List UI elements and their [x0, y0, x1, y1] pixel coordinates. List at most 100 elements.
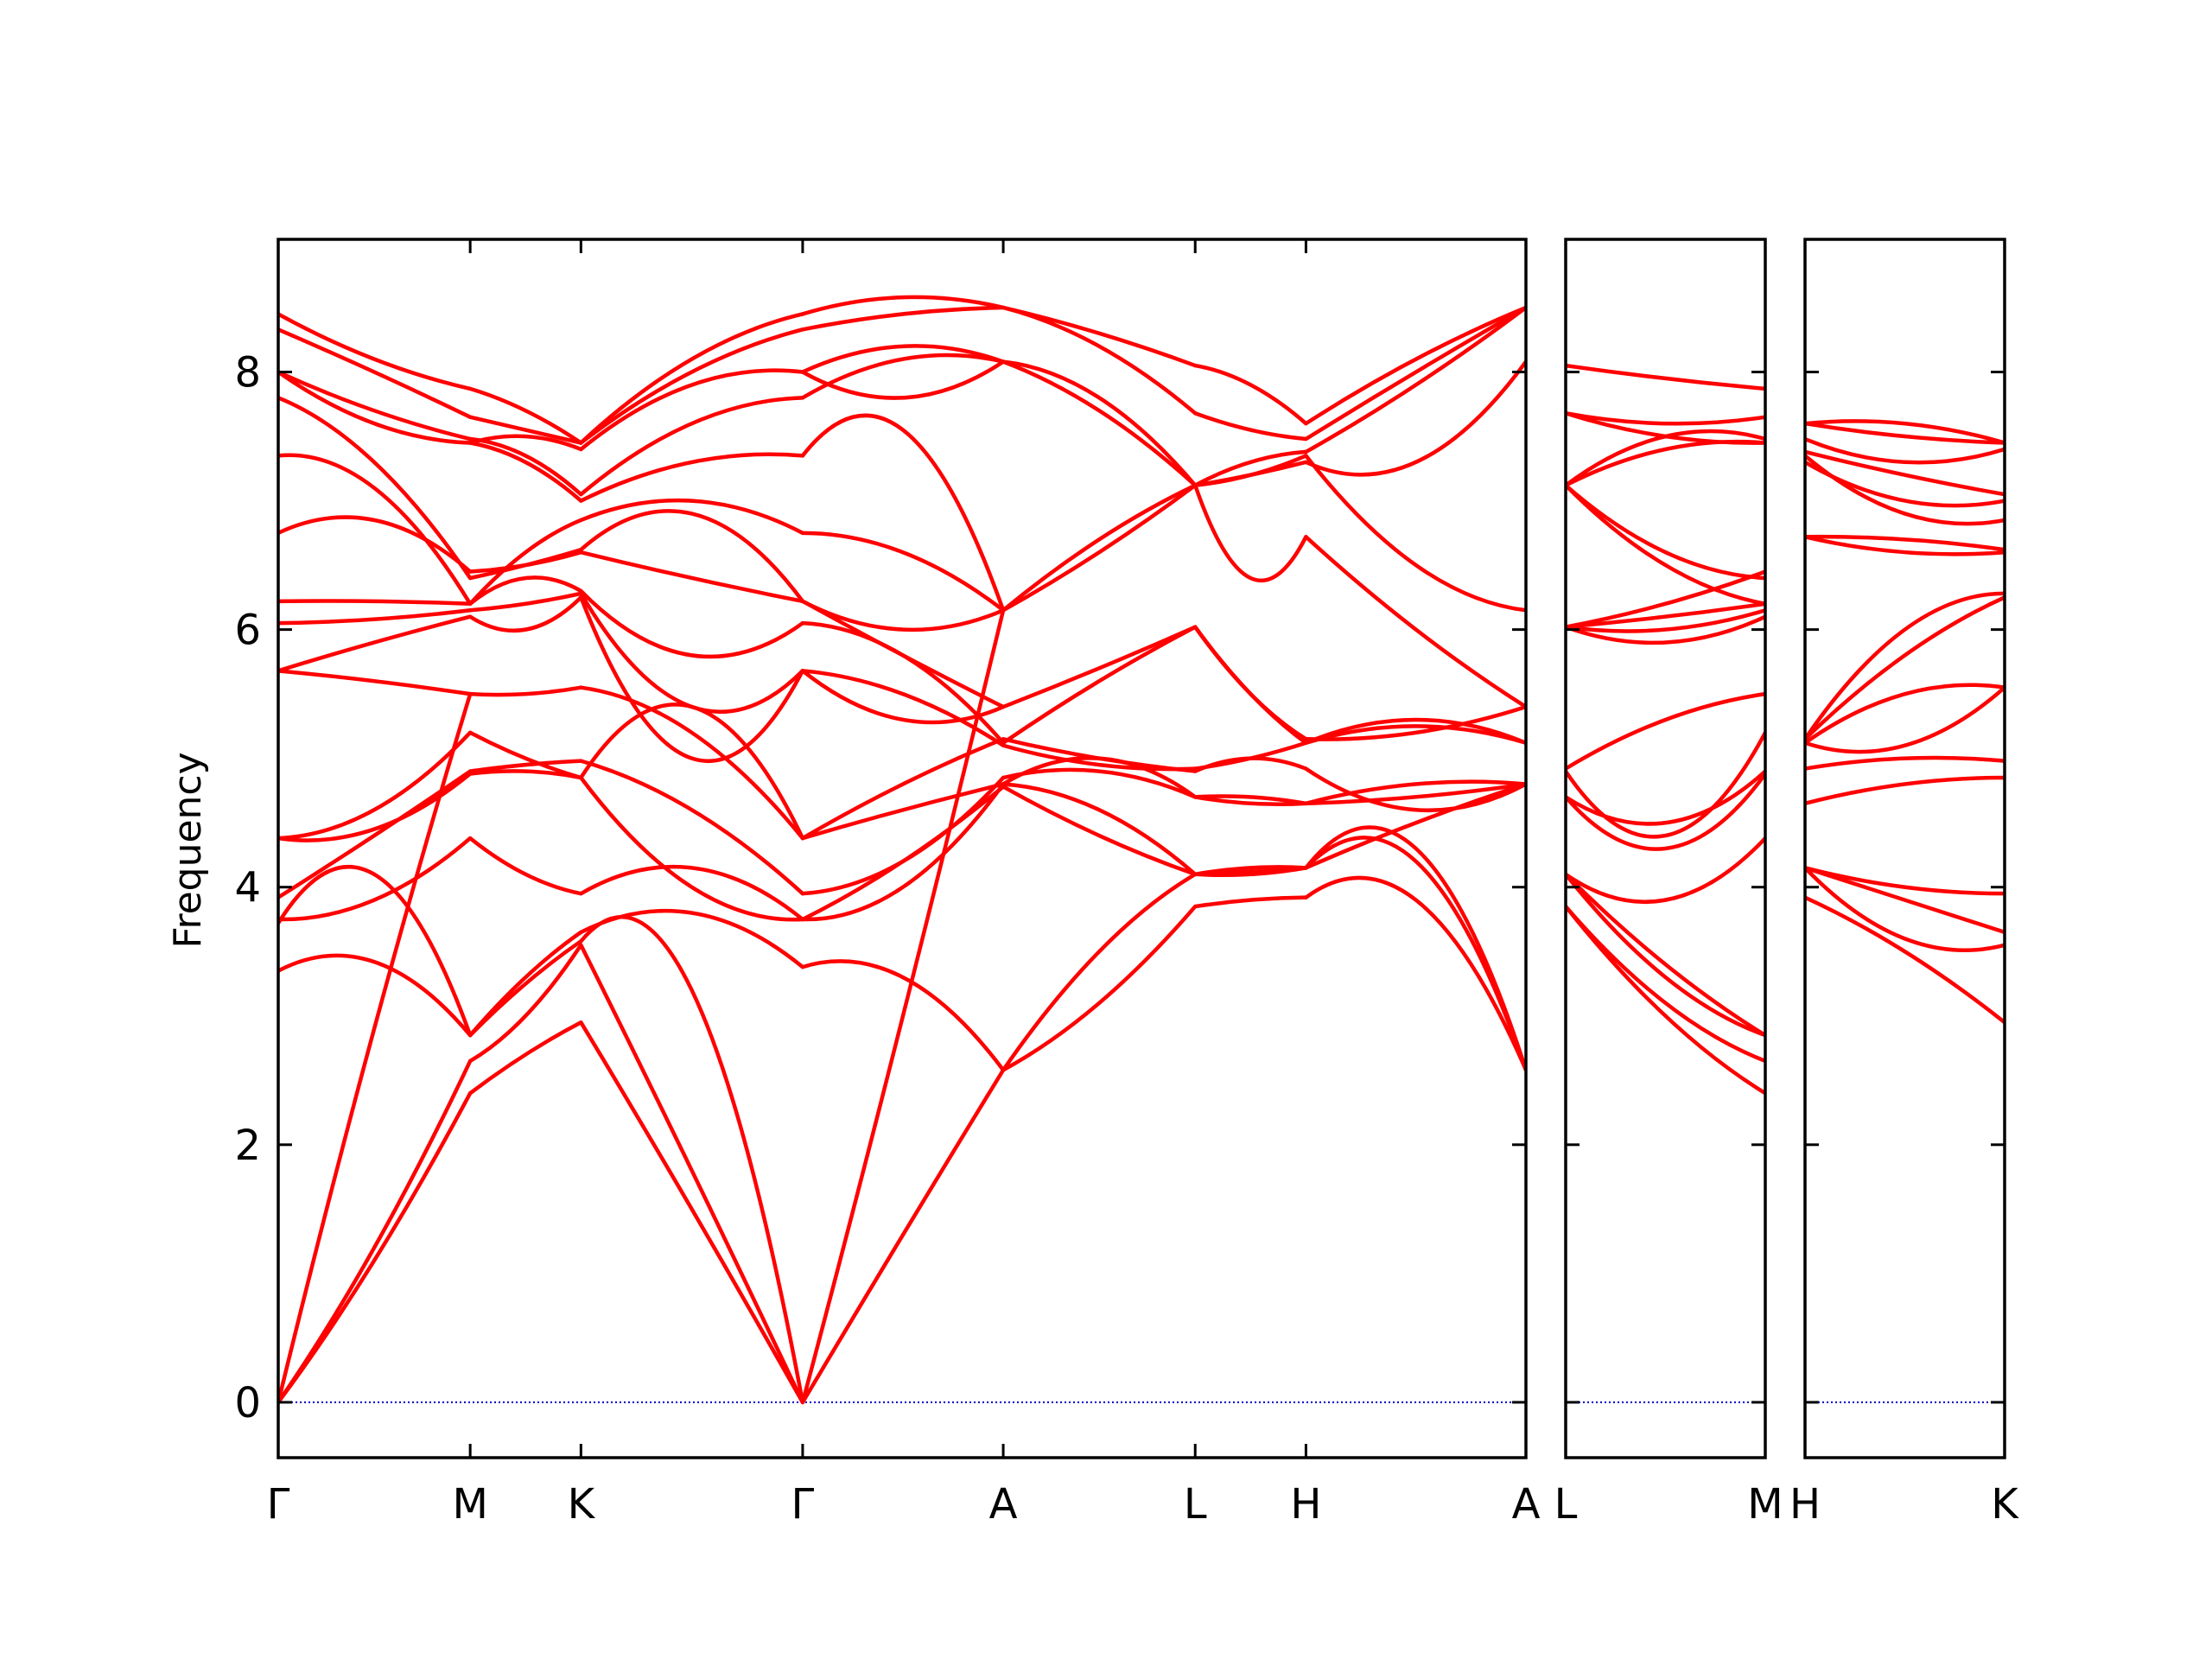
- band-Γ-A: [800, 305, 1006, 332]
- band-M-K: [467, 1020, 583, 1096]
- panel-main: Γ M K Γ A L H A 0 2 4 6 8: [234, 238, 1541, 1529]
- band-H-A: [1304, 724, 1526, 746]
- band-A-L: [1001, 625, 1198, 709]
- band-L-H: [1192, 895, 1308, 909]
- x-tick-label: H: [1789, 1480, 1821, 1529]
- band-L-M: [1566, 363, 1765, 391]
- x-tick-label: A: [989, 1480, 1018, 1529]
- band-H-K: [1805, 535, 2005, 556]
- band-Γ-M: [278, 836, 473, 922]
- band-H-K: [1805, 421, 2005, 445]
- band-Γ-M: [278, 864, 473, 1038]
- panel-frame: [1803, 238, 2006, 1459]
- band-M-K: [467, 518, 583, 607]
- band-H-K: [1805, 866, 2005, 935]
- band-L-M: [1566, 410, 1765, 445]
- band-K-Γ: [579, 509, 805, 604]
- x-tick-label: K: [568, 1480, 596, 1529]
- band-M-K: [467, 939, 583, 1038]
- band-Γ-M: [278, 515, 473, 574]
- band-H-K: [1805, 755, 2005, 771]
- band-Γ-A: [800, 531, 1006, 613]
- band-Γ-M: [278, 370, 473, 445]
- band-A-L: [1001, 782, 1198, 877]
- band-H-K: [1805, 419, 2005, 445]
- band-M-K: [467, 415, 583, 445]
- band-Γ-A: [800, 608, 1006, 1405]
- x-tick-label: M: [452, 1480, 487, 1529]
- band-Γ-A: [800, 359, 1006, 400]
- band-M-K: [467, 685, 583, 697]
- band-Γ-M: [278, 312, 473, 391]
- band-M-K: [467, 943, 583, 1064]
- band-M-K: [467, 836, 583, 896]
- band-K-Γ: [579, 312, 805, 445]
- band-A-L: [1001, 305, 1198, 368]
- band-K-Γ: [579, 685, 805, 841]
- band-L-H: [1192, 449, 1308, 487]
- band-M-K: [467, 434, 583, 452]
- band-K-Γ: [579, 588, 805, 659]
- band-H-K: [1805, 775, 2005, 806]
- band-H-A: [1304, 779, 1526, 806]
- band-H-K: [1805, 595, 2005, 741]
- band-L-M: [1566, 429, 1765, 487]
- band-K-Γ: [579, 452, 805, 503]
- band-K-Γ: [579, 498, 805, 536]
- band-H-A: [1304, 782, 1526, 806]
- band-Γ-M: [278, 370, 473, 442]
- band-Γ-A: [800, 737, 1006, 841]
- band-H-K: [1805, 591, 2005, 741]
- band-K-Γ: [579, 1020, 805, 1405]
- band-H-K: [1805, 683, 2005, 746]
- band-Γ-A: [800, 782, 1006, 841]
- y-tick-label: 8: [234, 349, 261, 397]
- band-Γ-M: [278, 608, 473, 626]
- band-M-K: [467, 547, 583, 581]
- band-H-A: [1304, 782, 1526, 870]
- x-tick-label: Γ: [267, 1480, 290, 1529]
- band-L-M: [1566, 608, 1765, 633]
- band-H-K: [1805, 866, 2005, 952]
- x-tick-label: L: [1554, 1480, 1578, 1529]
- band-L-H: [1192, 410, 1308, 442]
- band-L-H: [1192, 741, 1308, 771]
- band-H-A: [1304, 836, 1526, 1072]
- bands: [1566, 363, 1765, 1096]
- panel-frame: [276, 238, 1528, 1459]
- band-Γ-A: [800, 413, 1006, 613]
- band-H-A: [1304, 359, 1526, 477]
- band-L-H: [1192, 866, 1308, 877]
- band-K-Γ: [579, 396, 805, 497]
- x-tick-label: L: [1184, 1480, 1207, 1529]
- band-L-M: [1566, 483, 1765, 607]
- y-tick-label: 0: [234, 1379, 261, 1427]
- band-Γ-M: [278, 453, 473, 607]
- band-K-Γ: [579, 943, 805, 1405]
- y-tick-label: 6: [234, 607, 261, 655]
- band-Γ-M: [278, 772, 473, 842]
- band-Γ-A: [800, 782, 1006, 922]
- band-K-Γ: [579, 591, 805, 714]
- band-Γ-A: [800, 959, 1006, 1072]
- band-Γ-A: [800, 669, 1006, 725]
- band-L-M: [1566, 769, 1765, 826]
- band-K-Γ: [579, 550, 805, 604]
- band-H-K: [1805, 866, 2005, 896]
- band-H-K: [1805, 685, 2005, 754]
- band-K-Γ: [579, 908, 805, 969]
- band-H-K: [1805, 436, 2005, 465]
- band-L-H: [1192, 483, 1308, 583]
- x-tick-label: H: [1290, 1480, 1321, 1529]
- panel-frame: [1564, 238, 1767, 1459]
- band-Γ-A: [800, 295, 1006, 316]
- band-Γ-M: [278, 730, 473, 841]
- band-Γ-A: [800, 775, 1006, 896]
- band-L-H: [1192, 460, 1308, 487]
- band-Γ-M: [278, 1058, 473, 1405]
- band-H-A: [1304, 305, 1526, 426]
- band-Γ-M: [278, 327, 473, 419]
- band-K-Γ: [579, 775, 805, 922]
- band-H-A: [1304, 305, 1526, 442]
